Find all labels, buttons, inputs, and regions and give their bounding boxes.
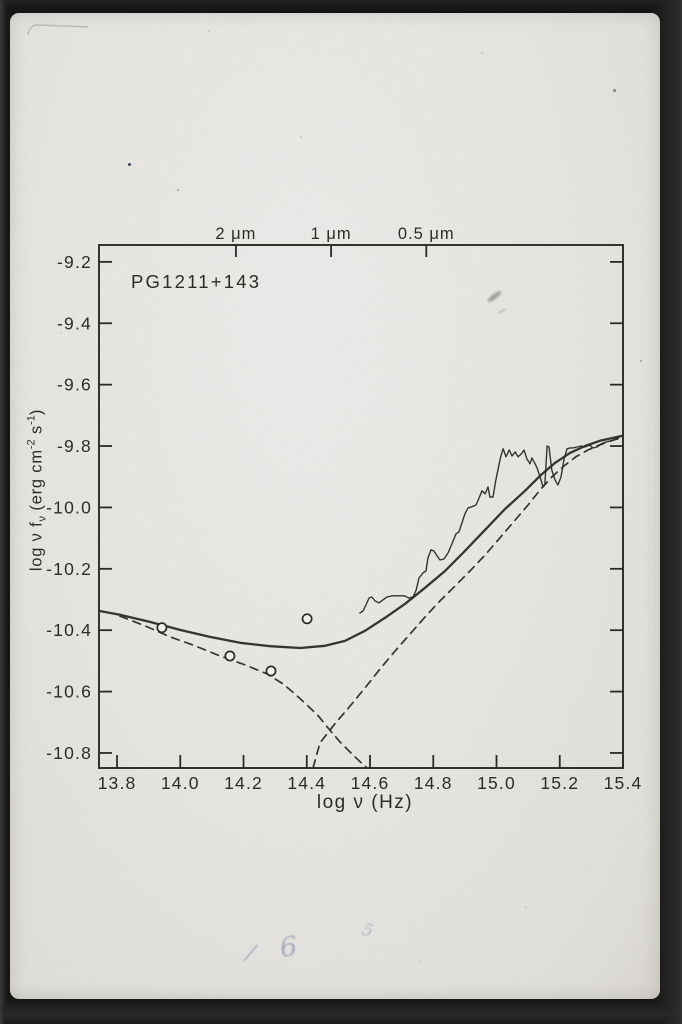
tick-label: -10.4: [46, 620, 92, 640]
tick-label: 15.0: [477, 773, 516, 793]
tick-label: -9.4: [57, 313, 92, 333]
series-blue-bump-component: [312, 436, 624, 769]
plot-border: [98, 244, 624, 769]
tick-label: 14.4: [287, 773, 326, 793]
tick-label: 14.8: [414, 773, 453, 793]
tick-label: -9.6: [57, 375, 92, 395]
chart-title: PG1211+143: [131, 271, 262, 292]
photometry-point: [224, 650, 236, 662]
series-observed-spectrum: [359, 436, 621, 614]
photometry-point: [301, 613, 313, 625]
tick-label: 13.8: [98, 773, 137, 793]
tick-label: 15.4: [604, 773, 643, 793]
y-axis-title: log ν fν (erg cm-2 s-1): [26, 409, 49, 571]
y-axis-title-part: (erg cm: [27, 449, 46, 517]
y-axis-title-part: ν: [36, 516, 49, 522]
tick-label: -9.8: [57, 436, 92, 456]
tick-label: 15.2: [540, 773, 579, 793]
series-total-model: [98, 434, 624, 650]
x-axis-title: log ν (Hz): [316, 792, 414, 813]
tick-label: 14.6: [351, 773, 390, 793]
axis-ticks: [99, 245, 624, 768]
y-axis-title-part: ): [27, 408, 46, 416]
photometry-point: [265, 665, 277, 677]
y-axis-title-part: log ν f: [27, 521, 46, 572]
y-axis-title-part: -2: [25, 439, 38, 450]
tick-label: -10.6: [46, 682, 92, 702]
y-axis-title-part: s: [27, 424, 46, 440]
tick-label: -9.2: [57, 252, 92, 272]
tick-label: -10.8: [46, 743, 92, 763]
tick-label: 2 μm: [215, 225, 256, 243]
tick-label: 14.0: [161, 773, 200, 793]
tick-label: 0.5 μm: [398, 225, 455, 243]
y-axis-title-part: -1: [25, 415, 38, 425]
tick-label: 14.2: [224, 773, 263, 793]
tick-label: 1 μm: [311, 225, 352, 243]
series-infrared-dust-component: [119, 615, 368, 768]
axis-tick-labels: 13.8 14.0 14.2 14.4 14.6 14.8 15.0 15.2 15.4 -9.2…: [46, 225, 643, 793]
scratch-mark: [27, 24, 89, 36]
photometry-point: [156, 622, 168, 634]
tick-label: -10.0: [46, 497, 92, 517]
tick-label: -10.2: [46, 559, 92, 579]
